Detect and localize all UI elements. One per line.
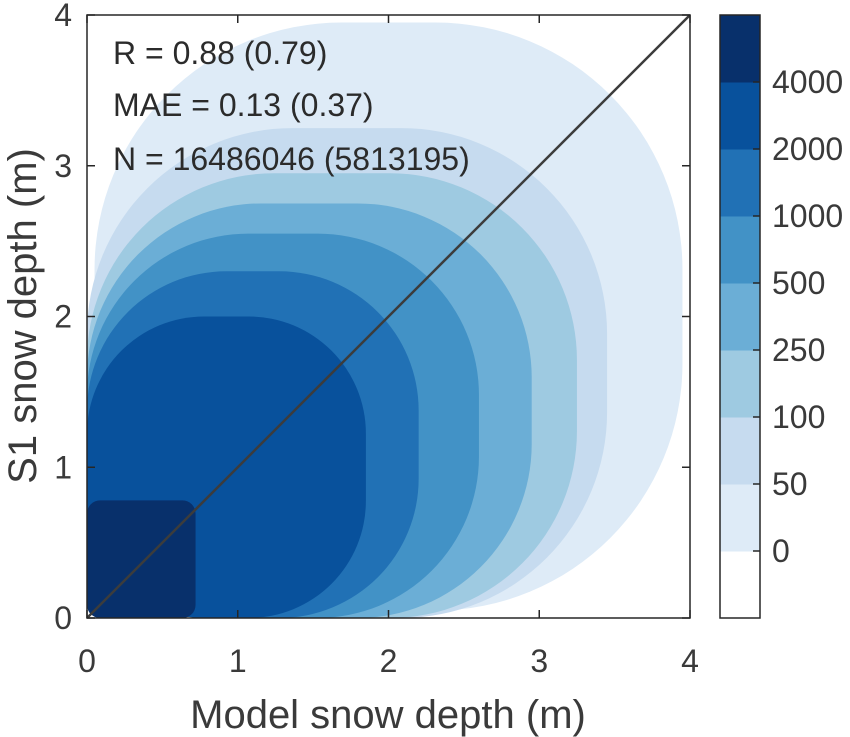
colorbar-segment	[720, 283, 760, 351]
x-tick-label: 0	[78, 643, 96, 679]
colorbar-frame	[719, 14, 761, 619]
colorbar-tick-label: 250	[772, 332, 825, 368]
x-axis-ticks: 0 1 2 3 4	[78, 15, 699, 679]
y-tick-label: 4	[54, 0, 72, 33]
colorbar-segment	[720, 149, 760, 217]
colorbar-tick-label: 500	[772, 265, 825, 301]
colorbar-segment	[720, 216, 760, 284]
colorbar-segment	[720, 82, 760, 150]
heatmap-bands	[87, 22, 683, 618]
colorbar-tick-label: 2000	[772, 131, 843, 167]
colorbar-tick-label: 1000	[772, 198, 843, 234]
one-to-one-line	[87, 15, 690, 618]
plot-area	[87, 15, 690, 618]
annotation-mae: MAE = 0.13 (0.37)	[113, 87, 374, 123]
y-axis-ticks: 0 1 2 3 4	[54, 0, 690, 636]
colorbar-tick-label: 100	[772, 399, 825, 435]
y-tick-label: 2	[54, 299, 72, 335]
x-tick-label: 1	[229, 643, 247, 679]
colorbar-segment	[720, 417, 760, 485]
y-axis-label: S1 snow depth (m)	[1, 148, 45, 484]
x-axis-label: Model snow depth (m)	[190, 693, 586, 737]
y-tick-label: 0	[54, 600, 72, 636]
colorbar-tick-label: 0	[772, 533, 790, 569]
colorbar: 0 50 100 250 500 1000 2000 4000	[719, 14, 843, 619]
x-tick-label: 2	[380, 643, 398, 679]
colorbar-tick-label: 4000	[772, 64, 843, 100]
colorbar-segment	[720, 15, 760, 83]
colorbar-segment	[720, 484, 760, 552]
annotation-r: R = 0.88 (0.79)	[113, 35, 327, 71]
annotation-n: N = 16486046 (5813195)	[113, 141, 470, 177]
colorbar-segment	[720, 551, 760, 619]
y-tick-label: 1	[54, 449, 72, 485]
y-tick-label: 3	[54, 148, 72, 184]
x-tick-label: 4	[681, 643, 699, 679]
x-tick-label: 3	[530, 643, 548, 679]
colorbar-tick-label: 50	[772, 466, 808, 502]
density-band-8	[87, 500, 196, 618]
colorbar-segment	[720, 350, 760, 418]
